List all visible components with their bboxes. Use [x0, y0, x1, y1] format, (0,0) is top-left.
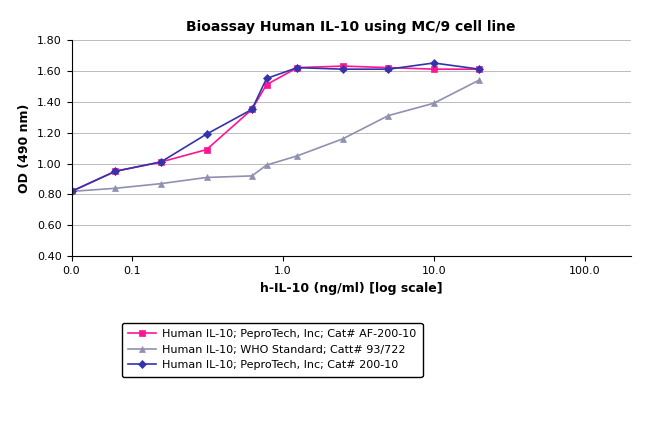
Human IL-10; PeproTech, Inc; Cat# 200-10 [111, 168, 119, 174]
Line: Human IL-10; PeproTech, Inc; Cat# 200-10: Human IL-10; PeproTech, Inc; Cat# 200-10 [69, 60, 482, 194]
Human IL-10; WHO Standard; Catt# 93/722 [203, 175, 211, 180]
Human IL-10; PeproTech, Inc; Cat# 200-10 [385, 66, 393, 72]
Human IL-10; PeproTech, Inc; Cat# 200-10 [157, 159, 164, 164]
Human IL-10; WHO Standard; Catt# 93/722 [263, 162, 270, 168]
Human IL-10; WHO Standard; Catt# 93/722 [476, 77, 484, 83]
Human IL-10; WHO Standard; Catt# 93/722 [294, 153, 302, 158]
Human IL-10; PeproTech, Inc; Cat# 200-10 [339, 66, 347, 72]
Human IL-10; PeproTech, Inc; Cat# AF-200-10 [203, 147, 211, 152]
Line: Human IL-10; PeproTech, Inc; Cat# AF-200-10: Human IL-10; PeproTech, Inc; Cat# AF-200… [68, 63, 483, 195]
Human IL-10; PeproTech, Inc; Cat# AF-200-10 [339, 63, 347, 69]
Human IL-10; WHO Standard; Catt# 93/722 [385, 113, 393, 118]
Human IL-10; PeproTech, Inc; Cat# 200-10 [430, 60, 438, 65]
Human IL-10; WHO Standard; Catt# 93/722 [157, 181, 164, 187]
Title: Bioassay Human IL-10 using MC/9 cell line: Bioassay Human IL-10 using MC/9 cell lin… [187, 20, 515, 34]
Human IL-10; PeproTech, Inc; Cat# AF-200-10 [385, 65, 393, 70]
Human IL-10; PeproTech, Inc; Cat# AF-200-10 [68, 189, 75, 194]
Human IL-10; PeproTech, Inc; Cat# AF-200-10 [263, 82, 270, 87]
Human IL-10; PeproTech, Inc; Cat# 200-10 [203, 131, 211, 137]
Human IL-10; PeproTech, Inc; Cat# AF-200-10 [294, 65, 302, 70]
Human IL-10; PeproTech, Inc; Cat# AF-200-10 [248, 107, 256, 112]
Human IL-10; WHO Standard; Catt# 93/722 [68, 189, 75, 194]
Human IL-10; PeproTech, Inc; Cat# 200-10 [263, 76, 270, 81]
Human IL-10; PeproTech, Inc; Cat# AF-200-10 [430, 66, 438, 72]
Line: Human IL-10; WHO Standard; Catt# 93/722: Human IL-10; WHO Standard; Catt# 93/722 [68, 76, 483, 195]
Human IL-10; PeproTech, Inc; Cat# AF-200-10 [476, 66, 484, 72]
Human IL-10; PeproTech, Inc; Cat# 200-10 [68, 189, 75, 194]
Human IL-10; PeproTech, Inc; Cat# 200-10 [476, 66, 484, 72]
Human IL-10; PeproTech, Inc; Cat# AF-200-10 [157, 159, 164, 164]
Human IL-10; WHO Standard; Catt# 93/722 [430, 100, 438, 106]
Human IL-10; WHO Standard; Catt# 93/722 [111, 186, 119, 191]
Human IL-10; PeproTech, Inc; Cat# 200-10 [294, 65, 302, 70]
X-axis label: h-IL-10 (ng/ml) [log scale]: h-IL-10 (ng/ml) [log scale] [260, 282, 442, 295]
Human IL-10; PeproTech, Inc; Cat# AF-200-10 [111, 168, 119, 174]
Human IL-10; WHO Standard; Catt# 93/722 [339, 136, 347, 141]
Y-axis label: OD (490 nm): OD (490 nm) [18, 103, 31, 193]
Legend: Human IL-10; PeproTech, Inc; Cat# AF-200-10, Human IL-10; WHO Standard; Catt# 93: Human IL-10; PeproTech, Inc; Cat# AF-200… [122, 323, 422, 377]
Human IL-10; WHO Standard; Catt# 93/722 [248, 173, 256, 179]
Human IL-10; PeproTech, Inc; Cat# 200-10 [248, 107, 256, 112]
